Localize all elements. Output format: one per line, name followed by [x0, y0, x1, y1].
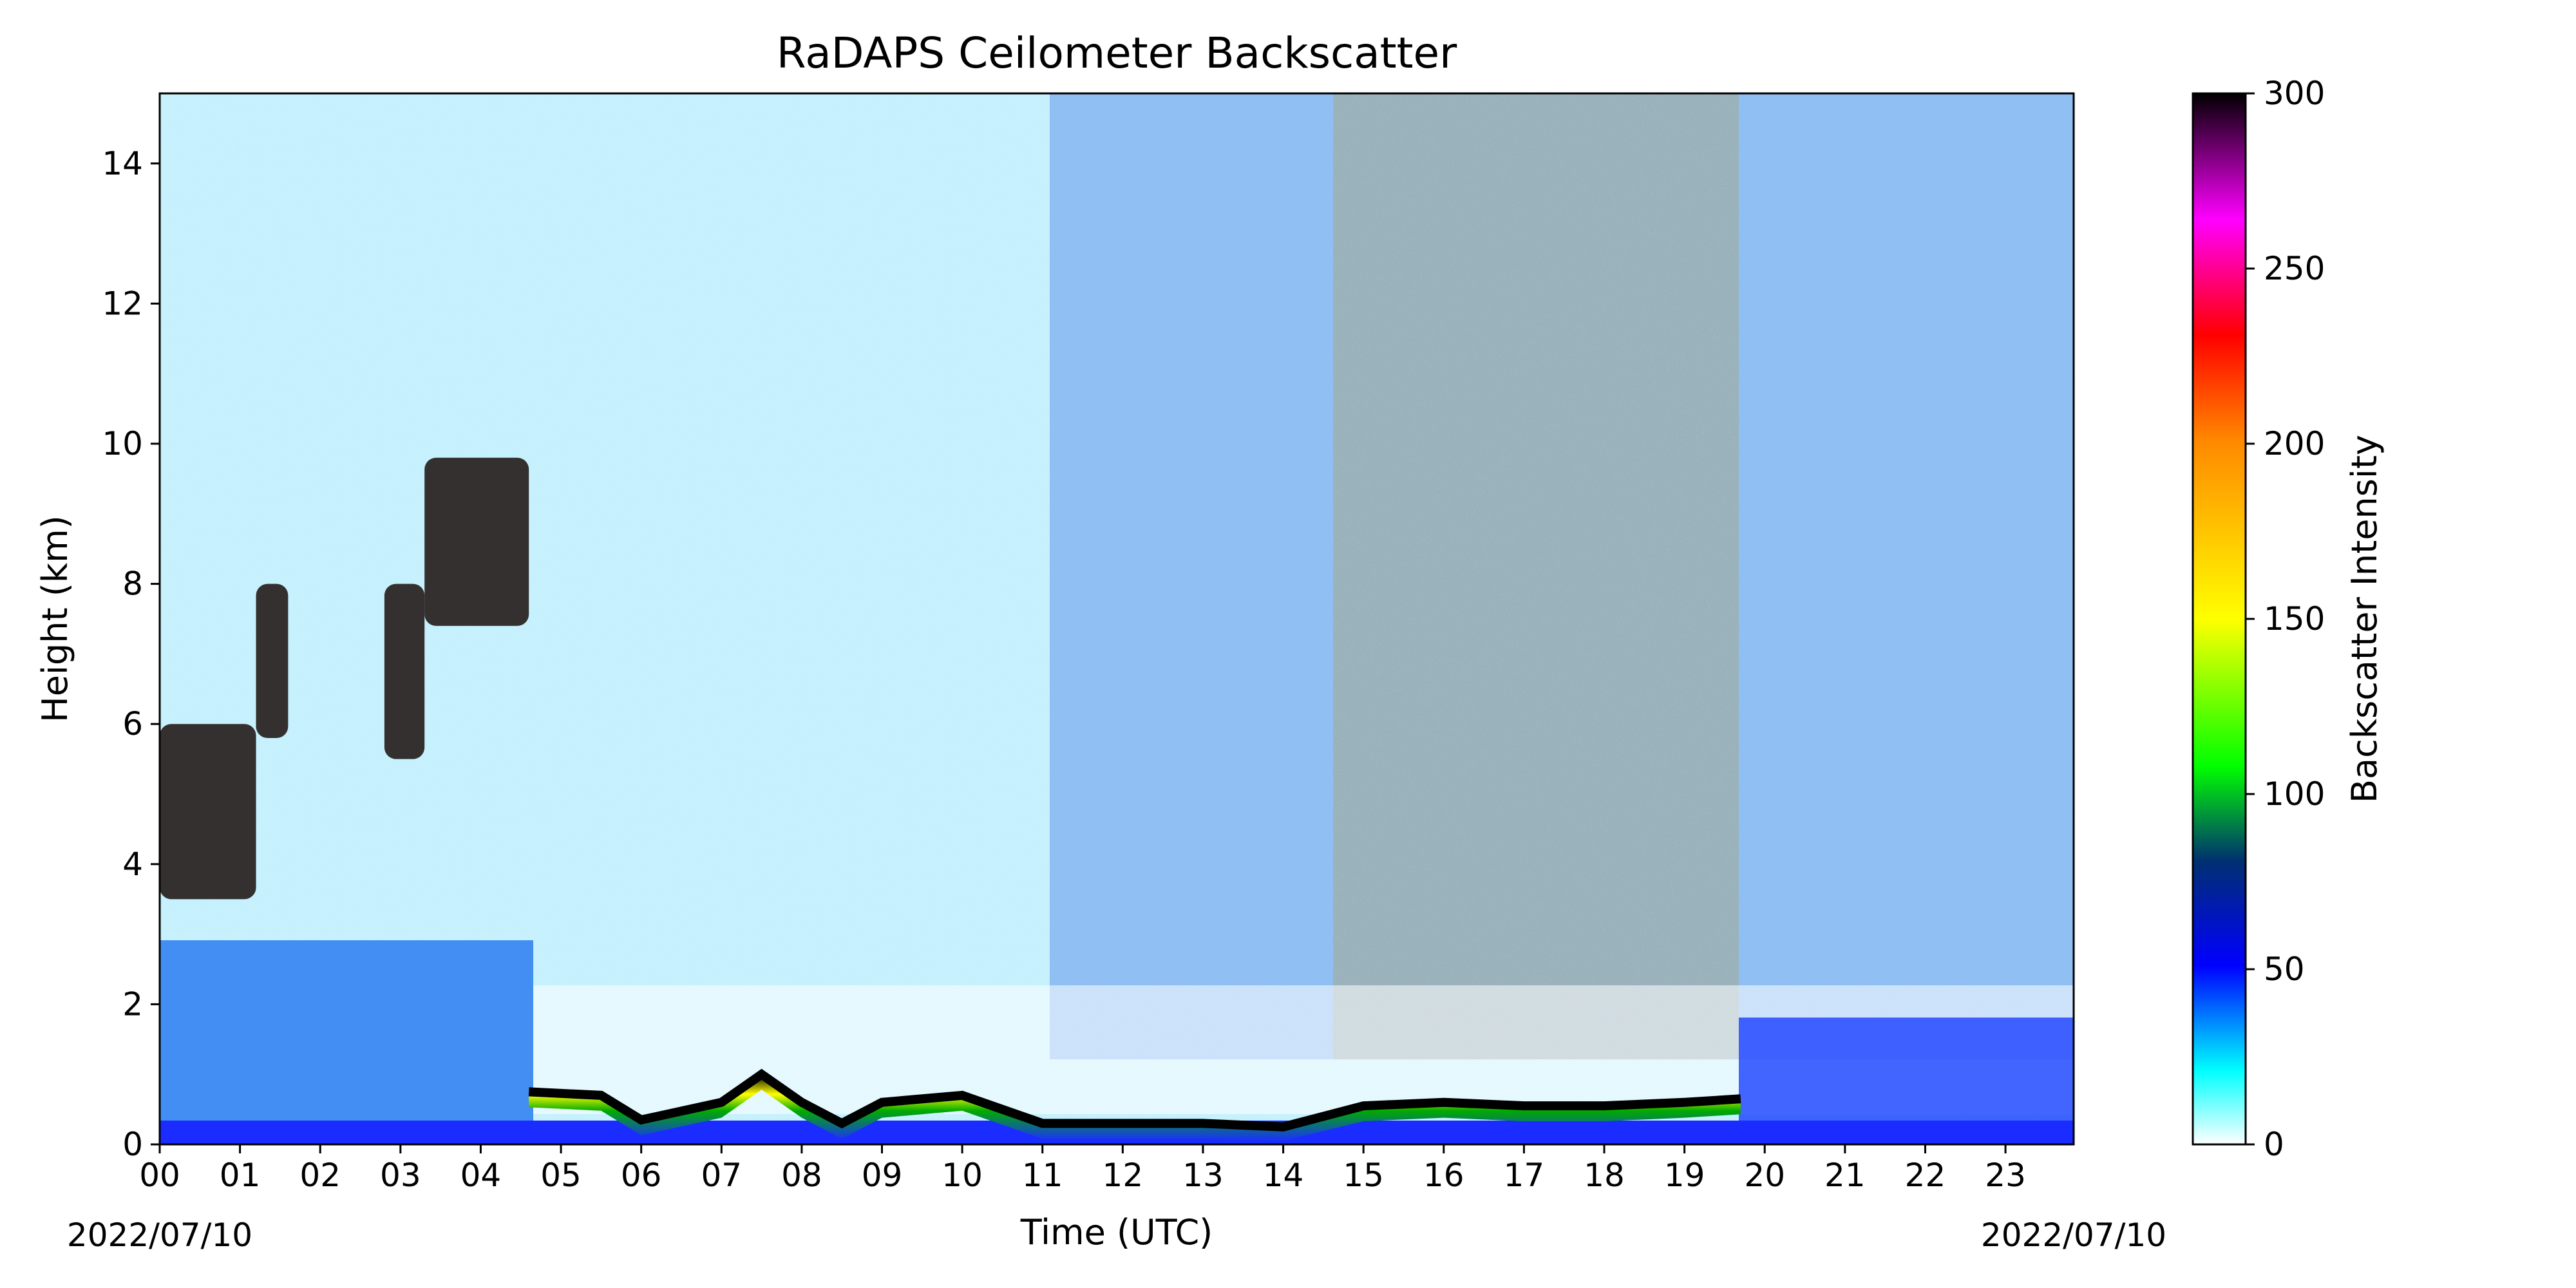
- x-axis-label: Time (UTC): [1020, 1212, 1213, 1253]
- colorbar-tick-label: 50: [2264, 951, 2305, 988]
- x-axis: 00 01 02 03 04 05 06 07 08 09 10 11 12 13 14 15 16 17 18 19…: [139, 1144, 2026, 1194]
- x-tick-label: 06: [621, 1157, 662, 1194]
- boundary-layer-band: [529, 1074, 1741, 1141]
- x-tick-label: 13: [1182, 1157, 1224, 1194]
- y-tick-label: 2: [122, 985, 143, 1023]
- y-tick-label: 12: [102, 285, 143, 322]
- colorbar-tick-label: 0: [2264, 1126, 2284, 1163]
- colorbar-label: Backscatter Intensity: [2344, 435, 2385, 803]
- x-tick-label: 19: [1664, 1157, 1705, 1194]
- date-left-label: 2022/07/10: [67, 1217, 252, 1254]
- heatmap-plot-area: [160, 93, 2074, 1144]
- x-tick-label: 02: [299, 1157, 341, 1194]
- x-tick-label: 17: [1504, 1157, 1545, 1194]
- y-tick-label: 4: [122, 846, 143, 883]
- x-tick-label: 20: [1744, 1157, 1785, 1194]
- x-tick-label: 12: [1103, 1157, 1144, 1194]
- x-tick-label: 00: [139, 1157, 180, 1194]
- x-tick-label: 04: [460, 1157, 502, 1194]
- colorbar-tick-label: 250: [2264, 250, 2325, 287]
- x-tick-label: 11: [1022, 1157, 1063, 1194]
- cloud-layer: [160, 724, 256, 900]
- colorbar-tick-label: 100: [2264, 775, 2325, 813]
- x-tick-label: 16: [1423, 1157, 1464, 1194]
- x-tick-label: 01: [220, 1157, 261, 1194]
- plot-frame: [158, 92, 2075, 1146]
- x-tick-label: 22: [1905, 1157, 1946, 1194]
- y-tick-label: 8: [122, 565, 143, 603]
- y-tick-label: 14: [102, 145, 143, 182]
- colorbar-tick-label: 300: [2264, 75, 2325, 112]
- boundary-layer-top: [528, 1068, 1741, 1132]
- x-tick-label: 23: [1985, 1157, 2026, 1194]
- x-tick-label: 03: [380, 1157, 421, 1194]
- colorbar-axis: 0 50 100 150 200 250 300: [2246, 75, 2325, 1163]
- y-axis-label: Height (km): [35, 515, 75, 723]
- cloud-layer: [256, 583, 289, 738]
- y-tick-label: 10: [102, 425, 143, 462]
- x-tick-label: 21: [1824, 1157, 1866, 1194]
- colorbar-tick-label: 150: [2264, 600, 2325, 638]
- y-tick-label: 6: [122, 705, 143, 743]
- colorbar: [2192, 92, 2247, 1146]
- x-tick-label: 05: [540, 1157, 582, 1194]
- x-tick-label: 15: [1343, 1157, 1384, 1194]
- x-tick-label: 07: [701, 1157, 742, 1194]
- y-axis: 0 2 4 6 8 10 12 14: [102, 145, 160, 1163]
- x-tick-label: 08: [781, 1157, 822, 1194]
- x-tick-label: 10: [942, 1157, 983, 1194]
- x-tick-label: 09: [862, 1157, 903, 1194]
- x-tick-label: 14: [1263, 1157, 1304, 1194]
- colorbar-tick-label: 200: [2264, 425, 2325, 462]
- cloud-layer: [424, 457, 529, 626]
- x-tick-label: 18: [1584, 1157, 1625, 1194]
- y-tick-label: 0: [122, 1126, 143, 1163]
- cloud-layer: [384, 583, 425, 759]
- date-right-label: 2022/07/10: [1981, 1217, 2166, 1254]
- chart-title: RaDAPS Ceilometer Backscatter: [777, 28, 1457, 78]
